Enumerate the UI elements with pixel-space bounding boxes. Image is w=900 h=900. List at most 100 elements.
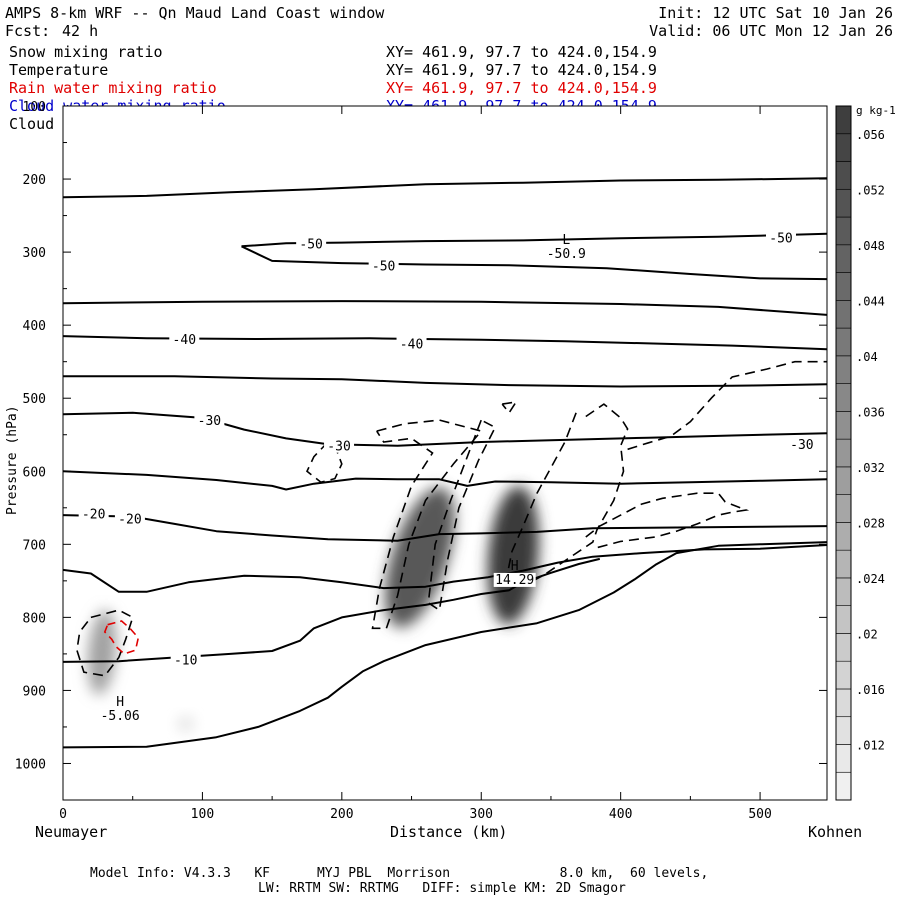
- temperature-contour: [241, 232, 828, 248]
- colorbar-cell: [835, 133, 852, 162]
- y-tick-label: 500: [23, 392, 46, 407]
- colorbar-cell: [835, 327, 852, 357]
- mixing-ratio-shading: [385, 487, 455, 628]
- cloud-ice-contour: [501, 400, 518, 415]
- contour-label-bg: [765, 230, 796, 245]
- colorbar-cell: [835, 549, 852, 579]
- colorbar-cell: [835, 577, 852, 606]
- colorbar-cell: [835, 660, 852, 690]
- colorbar-tick-label: .016: [856, 683, 885, 697]
- extremum-value-bg: [545, 247, 588, 262]
- contour-label: -10: [174, 654, 197, 669]
- colorbar-cell: [835, 272, 852, 301]
- temperature-contour: [62, 544, 828, 593]
- colorbar-cell: [835, 383, 852, 412]
- colorbar-tick-label: .012: [856, 738, 885, 752]
- model-info: Model Info: V4.3.3 KF MYJ PBL Morrison 8…: [90, 866, 709, 881]
- contour-label: -20: [118, 513, 141, 528]
- contour-label: -40: [173, 333, 196, 348]
- extremum-marker: L: [562, 233, 570, 248]
- colorbar-cell: [835, 466, 852, 495]
- mixing-ratio-shading: [177, 716, 195, 732]
- temperature-contour: [62, 177, 828, 199]
- colorbar-cell: [835, 244, 852, 273]
- contour-label-bg: [114, 511, 145, 526]
- contour-label-bg: [786, 437, 817, 452]
- contour-label-bg: [324, 438, 355, 453]
- contour-label: -50: [769, 231, 792, 246]
- temperature-contour: [62, 300, 828, 316]
- y-tick-label: 600: [23, 465, 46, 480]
- y-tick-label: 200: [23, 173, 46, 188]
- extremum-marker: H: [511, 559, 519, 574]
- colorbar-tick-label: .056: [856, 128, 885, 142]
- contour-label: -50: [299, 237, 322, 252]
- init-time: Init: 12 UTC Sat 10 Jan 26: [658, 4, 893, 22]
- x-axis-label: Distance (km): [390, 823, 508, 841]
- model-physics: LW: RRTM SW: RRTMG DIFF: simple KM: 2D S…: [258, 881, 626, 896]
- temperature-contour: [62, 411, 828, 447]
- plot-area: [63, 106, 827, 800]
- x-tick-label: 0: [59, 807, 67, 822]
- x-tick-label: 300: [470, 807, 493, 822]
- colorbar-tick-label: .04: [856, 350, 878, 364]
- contour-label: -20: [82, 508, 105, 523]
- forecast-label: Fcst:: [5, 22, 51, 40]
- temperature-contour: [241, 245, 828, 281]
- colorbar-cell: [835, 633, 852, 662]
- extremum-marker: H: [116, 695, 124, 710]
- colorbar-cell: [835, 688, 852, 718]
- colorbar-tick-label: .048: [856, 239, 885, 253]
- temperature-contour: [62, 470, 828, 491]
- colorbar-cell: [835, 161, 852, 190]
- colorbar-cell: [835, 355, 852, 384]
- y-axis-label: Pressure (hPa): [5, 405, 20, 515]
- x-tick-label: 100: [191, 807, 214, 822]
- y-tick-label: 400: [23, 319, 46, 334]
- rain-contour: [103, 620, 140, 655]
- y-tick-label: 800: [23, 611, 46, 626]
- field-name: Rain water mixing ratio: [9, 79, 217, 97]
- cloud-ice-contour: [627, 360, 827, 451]
- colorbar-frame: [835, 105, 852, 801]
- y-tick-label: 300: [23, 246, 46, 261]
- temperature-contour: [62, 514, 828, 542]
- y-tick-label: 100: [23, 100, 46, 115]
- contour-label-bg: [296, 236, 327, 251]
- colorbar-cell: [835, 744, 852, 773]
- colorbar-tick-label: .02: [856, 627, 878, 641]
- contour-label-bg: [194, 413, 225, 428]
- temperature-contour: [63, 375, 828, 388]
- cloud-ice-contour: [427, 419, 497, 612]
- y-tick-label: 700: [23, 538, 46, 553]
- snow-contour: [76, 609, 134, 677]
- extremum-value-bg: [493, 572, 536, 587]
- forecast-hours: 42 h: [62, 22, 99, 40]
- colorbar-tick-label: .028: [856, 516, 885, 530]
- contour-label-bg: [170, 652, 201, 667]
- right-station-label: Kohnen: [808, 823, 863, 841]
- colorbar-tick-label: .044: [856, 294, 885, 308]
- contour-label: -50: [372, 259, 395, 274]
- field-xy: XY= 461.9, 97.7 to 424.0,154.9: [386, 79, 657, 97]
- contour-label-bg: [368, 258, 399, 273]
- cloud-ice-contour: [511, 403, 629, 587]
- x-tick-label: 500: [748, 807, 771, 822]
- chart-title: AMPS 8-km WRF -- Qn Maud Land Coast wind…: [5, 4, 385, 22]
- colorbar-tick-label: .036: [856, 405, 885, 419]
- extremum-value: -50.9: [547, 247, 586, 262]
- colorbar-cell: [835, 105, 852, 135]
- extremum-value-bg: [99, 708, 142, 723]
- left-station-label: Neumayer: [35, 823, 108, 841]
- y-tick-label: 900: [23, 684, 46, 699]
- colorbar-cell: [835, 771, 852, 801]
- field-name: Snow mixing ratio: [9, 43, 163, 61]
- contour-label-bg: [169, 332, 200, 347]
- extremum-value: -5.06: [101, 709, 140, 724]
- contour-label-bg: [396, 336, 427, 351]
- colorbar-cell: [835, 411, 852, 440]
- cloud-ice-contour: [585, 492, 750, 549]
- colorbar-cell: [835, 438, 852, 468]
- field-name: Temperature: [9, 61, 109, 79]
